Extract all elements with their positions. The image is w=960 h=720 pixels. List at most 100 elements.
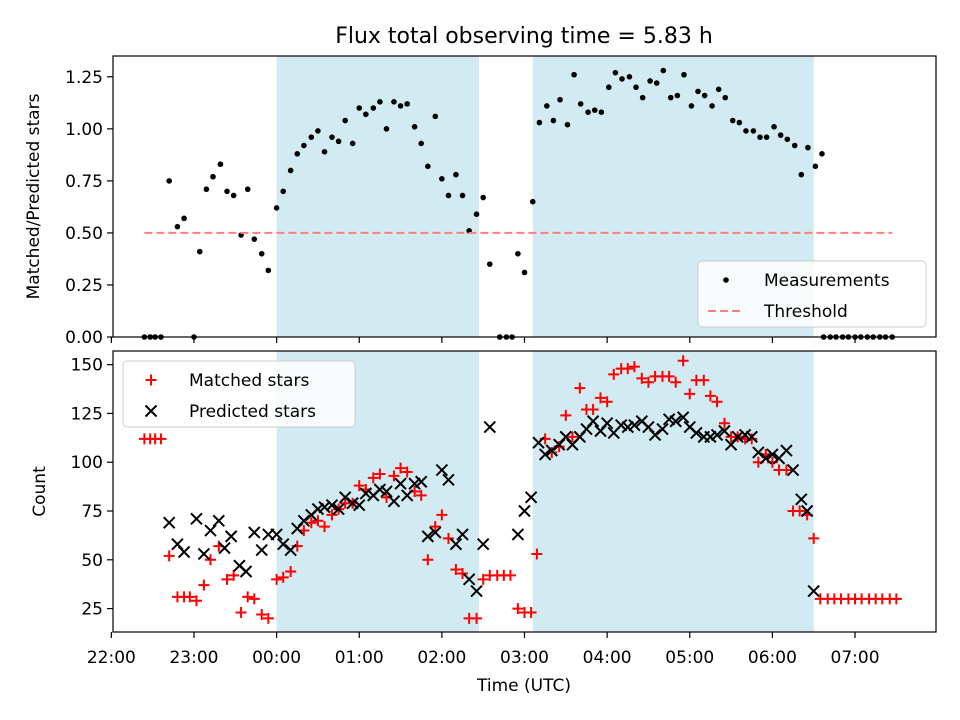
y-tick-label: 0.25 (65, 276, 103, 296)
predicted-stars-point (780, 444, 793, 457)
y-tick-label: 50 (81, 551, 103, 571)
measurements-point (585, 109, 591, 115)
measurements-point (315, 128, 321, 134)
y-tick-label: 0.00 (65, 328, 103, 348)
measurements-point (411, 123, 418, 130)
matched-stars-point (698, 374, 710, 386)
matched-stars-point (677, 355, 689, 367)
predicted-stars-point (600, 416, 614, 430)
predicted-stars-point (532, 436, 545, 449)
predicted-stars-point (415, 475, 428, 488)
matched-stars-point (595, 392, 607, 404)
measurements-point (819, 151, 825, 157)
measurements-point (605, 84, 612, 91)
x-tick-label: 07:00 (831, 648, 880, 668)
x-tick-label: 00:00 (252, 648, 301, 668)
matched-stars-point (663, 370, 675, 382)
matched-stars-point (190, 595, 202, 607)
predicted-stars-point (284, 543, 297, 557)
predicted-stars-point (394, 477, 407, 490)
predicted-stars-point (277, 537, 290, 551)
measurements-point (715, 86, 722, 93)
matched-stars-point (636, 372, 648, 384)
matched-stars-point (256, 608, 268, 620)
measurements-point (321, 148, 328, 155)
measurements-point (244, 186, 251, 193)
predicted-stars-point (325, 498, 339, 512)
measurements-point (217, 161, 224, 168)
measurements-point (377, 98, 383, 105)
predicted-stars-point (470, 584, 483, 598)
predicted-stars-point (511, 528, 525, 541)
legend-marker-predicted-stars (144, 404, 158, 418)
matched-stars-point (684, 388, 696, 400)
measurements-point (445, 192, 452, 199)
matched-stars-point (277, 571, 289, 583)
matched-stars-point (512, 603, 524, 615)
matched-stars-point (155, 433, 167, 445)
predicted-stars-point (710, 428, 724, 442)
predicted-stars-point (518, 504, 531, 518)
matched-stars-point (794, 505, 806, 517)
measurements-point (287, 167, 294, 174)
measurements-point (404, 101, 410, 107)
matched-stars-point (574, 382, 586, 394)
measurements-point (771, 123, 777, 130)
predicted-stars-point (800, 504, 814, 518)
measurements-point (791, 142, 798, 149)
measurements-point (571, 71, 577, 78)
measurements-point (515, 250, 521, 257)
x-tick-label: 05:00 (665, 648, 714, 668)
measurements-point (544, 103, 550, 109)
measurements-point (729, 117, 736, 124)
legend-marker-matched-stars (145, 374, 157, 386)
chart-title: Flux total observing time = 5.83 h (335, 24, 713, 49)
predicted-stars-point (786, 463, 800, 477)
measurements-point (784, 136, 791, 143)
y-tick-label: 25 (81, 600, 103, 620)
measurements-point (598, 109, 605, 115)
legend-label-predicted-stars: Predicted stars (189, 402, 316, 422)
predicted-stars-point (248, 526, 261, 539)
predicted-stars-point (353, 498, 366, 512)
measurements-point (667, 94, 674, 101)
matched-stars-point (326, 509, 338, 521)
predicted-stars-point (197, 547, 211, 561)
measurements-point (258, 250, 265, 257)
matched-stars-point (205, 554, 217, 566)
matched-stars-point (262, 612, 274, 624)
measurements-point (639, 94, 646, 101)
matched-stars-point (198, 579, 210, 591)
measurements-point (757, 134, 763, 140)
measurements-point (722, 94, 729, 101)
x-tick-label: 23:00 (169, 648, 218, 668)
measurements-point (273, 205, 280, 211)
predicted-stars-point (435, 463, 449, 477)
measurements-point (564, 121, 571, 128)
matched-stars-point (422, 554, 434, 566)
matched-stars-point (890, 593, 902, 605)
measurements-point (210, 173, 216, 180)
measurements-point (439, 176, 445, 182)
matched-stars-point (395, 462, 407, 474)
predicted-stars-point (483, 420, 497, 434)
predicted-stars-point (586, 415, 600, 428)
measurements-point (391, 98, 397, 105)
measurements-point (591, 107, 598, 113)
predicted-stars-point (648, 428, 662, 442)
measurements-point (166, 178, 172, 184)
measurements-point (224, 188, 230, 195)
matched-stars-point (312, 515, 324, 527)
measurements-point (550, 117, 557, 124)
x-axis-label: Time (UTC) (476, 676, 571, 696)
matched-stars-point (628, 361, 640, 373)
matched-stars-point (457, 567, 469, 579)
axes-frame (112, 55, 937, 338)
matched-stars-point (285, 566, 297, 578)
predicted-stars-point (456, 528, 469, 541)
matched-stars-point (608, 368, 620, 380)
predicted-stars-point (628, 418, 641, 432)
predicted-stars-point (239, 565, 253, 578)
y-tick-label: 1.00 (65, 120, 103, 140)
